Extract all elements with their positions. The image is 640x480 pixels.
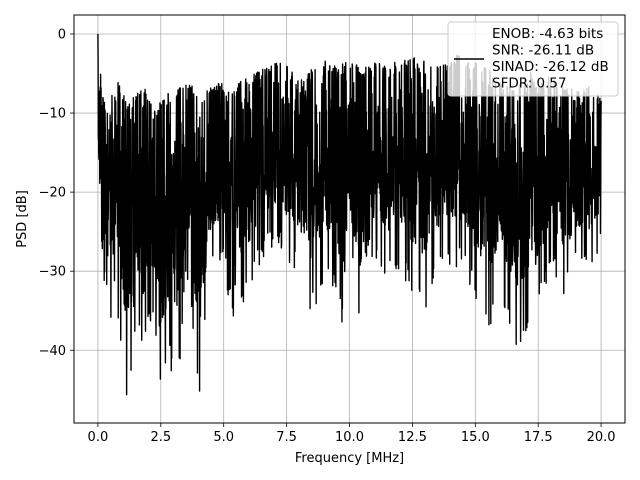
x-tick-label: 15.0	[461, 430, 490, 445]
y-tick-label: 0	[58, 27, 66, 42]
legend-box	[447, 21, 619, 97]
x-tick-label: 7.5	[276, 430, 297, 445]
x-tick-label: 10.0	[335, 430, 364, 445]
psd-series	[97, 33, 602, 396]
legend-line: SNR: -26.11 dB	[492, 43, 594, 59]
legend-line: ENOB: -4.63 bits	[492, 26, 603, 42]
x-tick-label: 20.0	[587, 430, 616, 445]
x-tick-label: 12.5	[398, 430, 427, 445]
x-axis-label: Frequency [MHz]	[295, 451, 404, 466]
y-axis-ticks: 0 −10 −20 −30 −40	[39, 27, 74, 359]
y-tick-label: −30	[39, 265, 66, 280]
legend-line: SFDR: 0.57	[492, 76, 567, 92]
legend: ENOB: -4.63 bits SNR: -26.11 dB SINAD: -26…	[447, 21, 619, 97]
x-tick-label: 17.5	[524, 430, 553, 445]
y-tick-label: −40	[39, 344, 66, 359]
psd-line	[97, 33, 602, 396]
x-tick-label: 0.0	[88, 430, 109, 445]
x-tick-label: 2.5	[150, 430, 171, 445]
legend-entry-label: ENOB: -4.63 bits SNR: -26.11 dB SINAD: -26…	[492, 26, 609, 92]
x-tick-label: 5.0	[213, 430, 234, 445]
legend-line: SINAD: -26.12 dB	[492, 59, 609, 75]
y-axis-label: PSD [dB]	[15, 190, 30, 248]
y-tick-label: −20	[39, 186, 66, 201]
x-axis-ticks: 0.0 2.5 5.0 7.5 10.0 12.5 15.0 17.5 20.0	[88, 423, 616, 445]
y-tick-label: −10	[39, 107, 66, 122]
